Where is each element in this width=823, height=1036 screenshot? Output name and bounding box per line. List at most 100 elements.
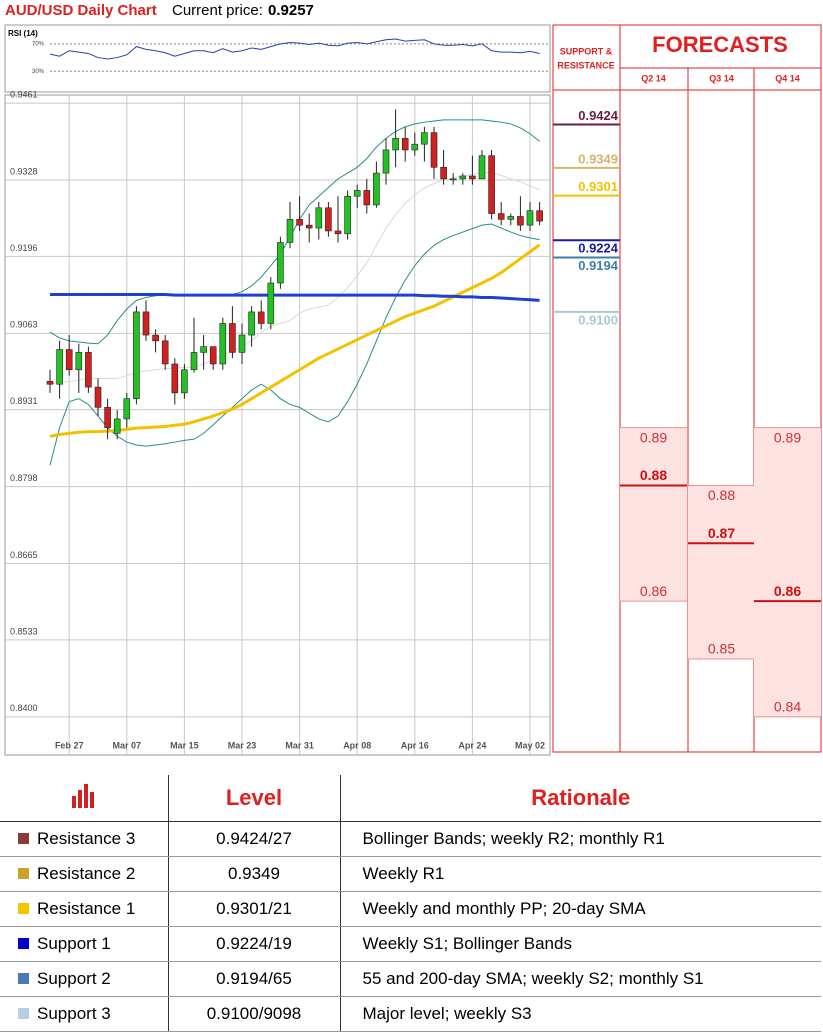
- indicator-line: [49, 172, 540, 385]
- candle-body: [219, 323, 227, 365]
- candle-body: [56, 349, 63, 385]
- level-label: 0.9301: [578, 179, 618, 194]
- table-row: Resistance 1 0.9301/21 Weekly and monthly …: [0, 891, 821, 927]
- level-label: 0.9194: [578, 258, 619, 273]
- candle-body: [238, 334, 246, 353]
- candle-body: [373, 172, 380, 206]
- level-value: 0.9424/27: [167, 821, 340, 857]
- price-panel: [4, 94, 551, 756]
- forecasts-title: FORECASTS: [652, 32, 788, 57]
- level-value: 0.9224/19: [167, 926, 340, 962]
- y-tick-label: 0.9328: [10, 166, 38, 176]
- level-name: Resistance 2: [0, 856, 168, 892]
- candle-body: [296, 219, 303, 226]
- x-tick-label: Mar 15: [170, 740, 199, 750]
- level-value: 0.9194/65: [167, 961, 340, 997]
- table-header: Level Rationale: [0, 775, 821, 822]
- candle-body: [392, 138, 399, 151]
- table-row: Support 2 0.9194/65 55 and 200-day SMA; we…: [0, 961, 821, 997]
- rationale-text: Weekly R1: [362, 864, 445, 883]
- levels-table: Level Rationale Resistance 3 0.9424/27 Bol…: [0, 775, 821, 1032]
- level-name: Support 1: [0, 926, 168, 962]
- candle-body: [190, 352, 198, 371]
- candle-body: [469, 175, 476, 180]
- color-swatch: [18, 1008, 29, 1019]
- candle-body: [334, 230, 342, 235]
- forecast-high-label: 0.88: [708, 487, 735, 503]
- table-row: Support 3 0.9100/9098 Major level; weekly …: [0, 996, 821, 1032]
- candle-body: [536, 210, 543, 222]
- level-value: 0.9100/9098: [167, 996, 340, 1032]
- forecast-range: [620, 427, 687, 602]
- level-value-text: 0.9424/27: [216, 829, 292, 848]
- rsi-tick-label: 70%: [32, 41, 45, 47]
- candle-body: [449, 178, 457, 181]
- level-value-text: 0.9194/65: [216, 969, 292, 988]
- quarter-label: Q3 14: [709, 73, 734, 83]
- rationale-text: Bollinger Bands; weekly R2; monthly R1: [362, 829, 665, 848]
- forecast-mid-label: 0.86: [774, 583, 801, 599]
- level-name: Resistance 3: [0, 821, 168, 857]
- candle-body: [85, 352, 92, 388]
- header-cell: Rationale: [339, 775, 821, 822]
- level-label: 0.9224: [578, 241, 619, 256]
- candle-body: [488, 155, 495, 214]
- indicator-line: [49, 223, 540, 466]
- forecast-low-label: 0.84: [774, 699, 801, 715]
- bar-icon: [71, 784, 94, 808]
- color-swatch: [18, 938, 29, 949]
- candle-body: [113, 418, 121, 434]
- forecast-high-label: 0.89: [774, 429, 801, 445]
- level-value-text: 0.9349: [228, 864, 280, 883]
- x-tick-label: Apr 24: [458, 740, 486, 750]
- level-name-text: Support 2: [37, 969, 111, 988]
- x-tick-label: Apr 08: [343, 740, 371, 750]
- candle-body: [315, 207, 323, 229]
- forecast-high-label: 0.89: [640, 429, 667, 445]
- forecast-low-label: 0.86: [640, 583, 667, 599]
- level-name-text: Resistance 1: [37, 899, 136, 918]
- level-value-text: 0.9301/21: [216, 899, 292, 918]
- level-name-text: Support 3: [37, 1004, 111, 1023]
- candle-body: [104, 407, 111, 428]
- level-name-text: Resistance 2: [37, 864, 136, 883]
- candle-body: [305, 224, 313, 229]
- candle-body: [497, 213, 505, 220]
- table-row: Resistance 2 0.9349 Weekly R1: [0, 856, 821, 892]
- candle-body: [229, 323, 236, 353]
- x-tick-label: Feb 27: [55, 740, 84, 750]
- candle-body: [75, 352, 83, 371]
- indicator-line: [49, 243, 541, 438]
- candle-body: [363, 190, 371, 206]
- table-row: Support 1 0.9224/19 Weekly S1; Bollinger B…: [0, 926, 821, 962]
- candle-body: [517, 216, 524, 226]
- candle-body: [440, 167, 447, 180]
- candle-body: [459, 175, 467, 180]
- level-value: 0.9349: [167, 856, 340, 892]
- candle-body: [267, 282, 275, 324]
- forecast-low-label: 0.85: [708, 641, 735, 657]
- rationale: Weekly and monthly PP; 20-day SMA: [339, 891, 821, 927]
- candle-body: [507, 216, 515, 220]
- y-tick-label: 0.9063: [10, 320, 38, 330]
- rationale-text: Major level; weekly S3: [362, 1004, 532, 1023]
- candle-body: [142, 311, 150, 336]
- table-row: Resistance 3 0.9424/27 Bollinger Bands; we…: [0, 821, 821, 857]
- color-swatch: [18, 973, 29, 984]
- price-label: Current price:: [172, 2, 263, 19]
- x-tick-label: May 02: [515, 740, 545, 750]
- candle-body: [248, 311, 255, 336]
- candle-body: [325, 207, 332, 232]
- color-swatch: [18, 903, 29, 914]
- rsi-line: [49, 38, 540, 60]
- level-label: 0.9100: [578, 312, 618, 327]
- x-tick-label: Mar 07: [113, 740, 142, 750]
- candle-body: [171, 363, 179, 394]
- current-price: 0.9257: [268, 2, 314, 19]
- x-tick-label: Apr 16: [401, 740, 429, 750]
- header-cell: Level: [167, 775, 340, 822]
- levels-title: SUPPORT &: [560, 46, 613, 56]
- forecast-range: [688, 485, 755, 659]
- candle-body: [46, 381, 54, 385]
- rsi-title: RSI (14): [8, 29, 38, 38]
